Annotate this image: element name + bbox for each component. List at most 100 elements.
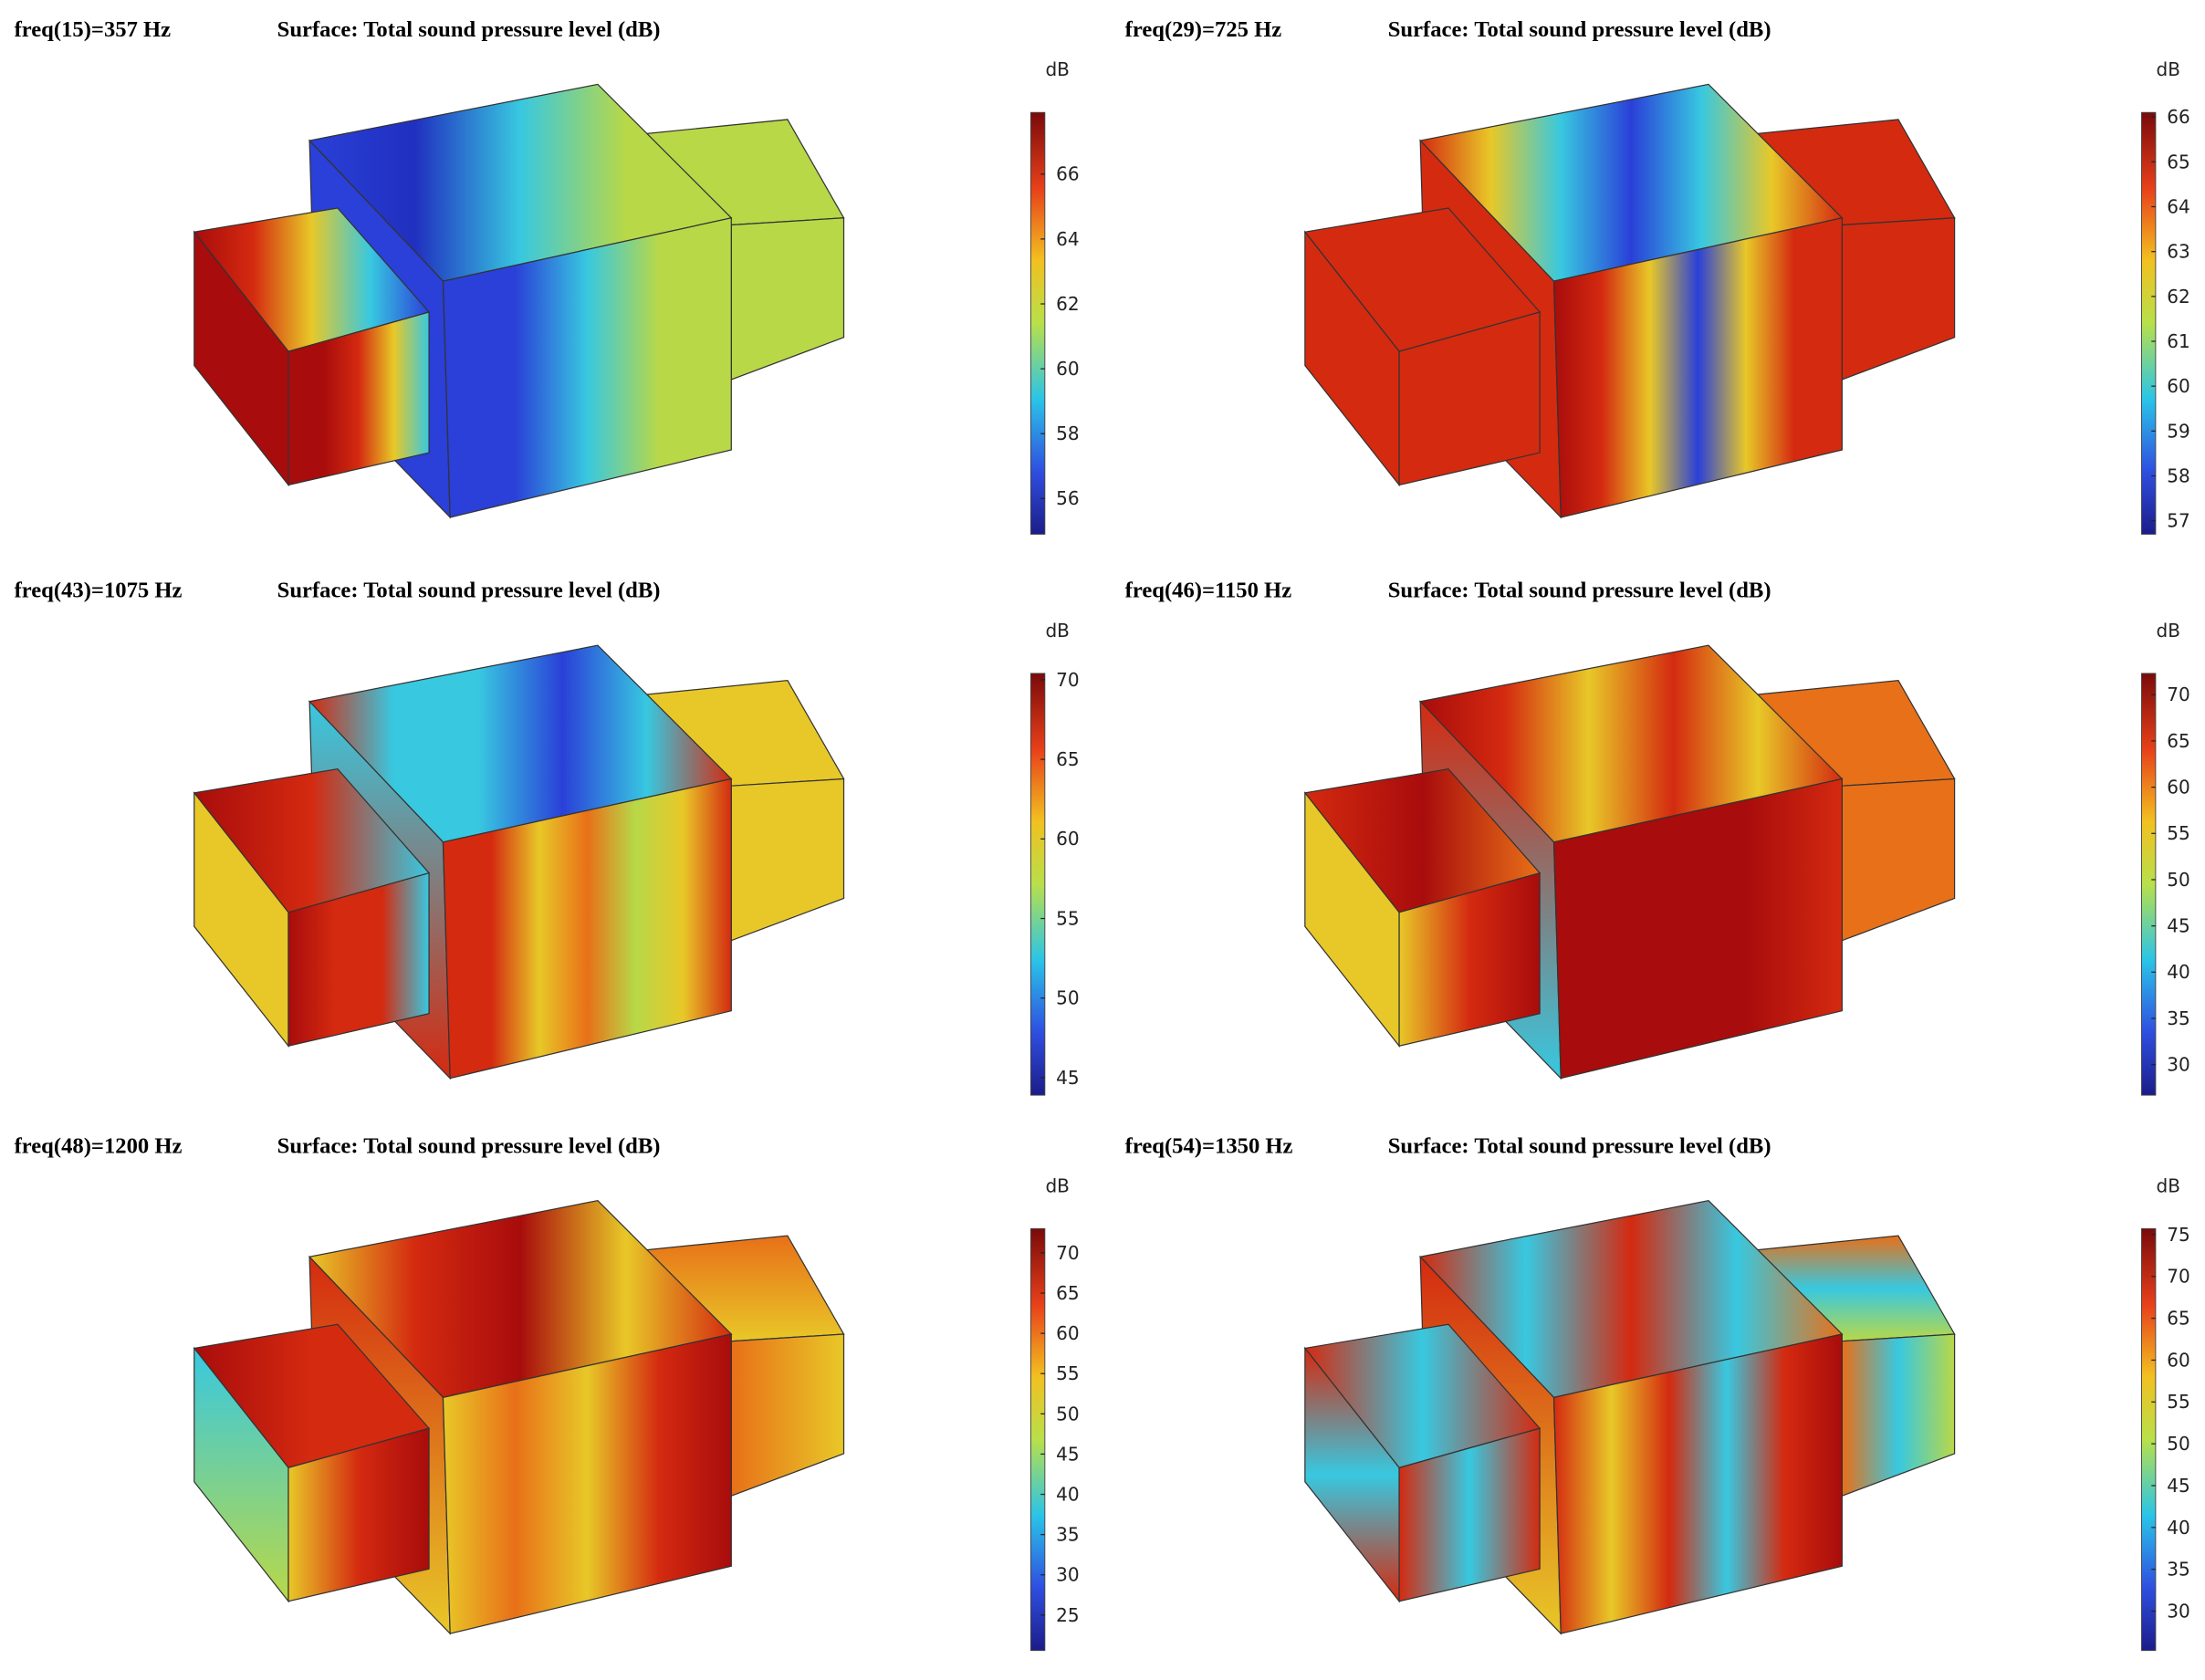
right-box-front [730, 217, 845, 381]
colorbar-tick-label: 55 [1056, 1362, 1079, 1384]
colorbar-unit: dB [1045, 1174, 1069, 1196]
colorbar-tick-label: 65 [2167, 730, 2189, 752]
colorbar-tick-label: 66 [1056, 163, 1079, 185]
colorbar-tick-label: 45 [2167, 1475, 2189, 1497]
colorbar-tick-label: 45 [1056, 1067, 1079, 1089]
colorbar-tick-label: 60 [2167, 1349, 2189, 1371]
colorbar [1029, 111, 1046, 535]
big-box-front [442, 777, 732, 1080]
colorbar-tick-label: 65 [2167, 1308, 2189, 1330]
right-box-front [1841, 217, 1956, 381]
colorbar-tick-label: 70 [2167, 683, 2189, 705]
colorbar-tick-label: 65 [1056, 748, 1079, 770]
colorbar-tick-label: 62 [2167, 286, 2189, 308]
plot-title: Surface: Total sound pressure level (dB) [277, 579, 661, 603]
colorbar-tick-label: 70 [1056, 1242, 1079, 1264]
colorbar-tick-label: 55 [1056, 907, 1079, 929]
small-box-front [287, 311, 430, 486]
frequency-label: freq(29)=725 Hz [1125, 17, 1282, 42]
small-box-front [1398, 1427, 1541, 1602]
small-box-front [1398, 871, 1541, 1047]
colorbar-tick-label: 61 [2167, 330, 2189, 352]
frequency-label: freq(43)=1075 Hz [15, 579, 183, 603]
big-box-front [442, 217, 732, 518]
plot-title: Surface: Total sound pressure level (dB) [1388, 579, 1771, 603]
colorbar-tick-label: 63 [2167, 241, 2189, 263]
frequency-label: freq(15)=357 Hz [15, 17, 172, 42]
colorbar [1029, 1228, 1046, 1652]
colorbar-tick-label: 50 [2167, 869, 2189, 891]
colorbar-tick-label: 66 [2167, 106, 2189, 128]
colorbar-tick-label: 58 [2167, 464, 2189, 486]
colorbar-unit: dB [2157, 58, 2180, 80]
frequency-label: freq(46)=1150 Hz [1125, 579, 1292, 603]
colorbar-tick-label: 70 [1056, 669, 1079, 691]
colorbar-unit: dB [2157, 1174, 2180, 1196]
panel: freq(15)=357 Hz Surface: Total sound pres… [15, 17, 1080, 535]
colorbar-tick-label: 30 [1056, 1564, 1079, 1586]
frequency-label: freq(48)=1200 Hz [15, 1133, 183, 1158]
colorbar-tick-label: 62 [1056, 293, 1079, 315]
colorbar-tick-label: 64 [2167, 195, 2189, 217]
colorbar-unit: dB [1045, 58, 1069, 80]
colorbar-tick-label: 55 [2167, 1391, 2189, 1413]
colorbar-tick-label: 45 [2167, 915, 2189, 937]
panel: freq(48)=1200 Hz Surface: Total sound pre… [15, 1133, 1080, 1652]
colorbar-tick-label: 60 [1056, 1322, 1079, 1344]
plot-title: Surface: Total sound pressure level (dB) [277, 17, 661, 42]
colorbar-tick-label: 50 [1056, 987, 1079, 1009]
colorbar-unit: dB [2157, 620, 2180, 642]
colorbar [1029, 673, 1046, 1096]
panel: freq(43)=1075 Hz Surface: Total sound pre… [15, 579, 1080, 1096]
colorbar-tick-label: 40 [1056, 1483, 1079, 1505]
big-box-front [1552, 217, 1843, 518]
colorbar-tick-label: 40 [2167, 961, 2189, 983]
colorbar-tick-label: 35 [2167, 1559, 2189, 1581]
right-box-front [730, 1333, 845, 1497]
colorbar-tick-label: 50 [1056, 1403, 1079, 1424]
colorbar-tick-label: 70 [2167, 1266, 2189, 1288]
big-box-front [1552, 777, 1843, 1080]
colorbar-tick-label: 60 [1056, 828, 1079, 850]
colorbar-tick-label: 25 [1056, 1604, 1079, 1626]
colorbar-tick-label: 35 [2167, 1007, 2189, 1029]
colorbar-tick-label: 55 [2167, 822, 2189, 844]
colorbar-tick-label: 40 [2167, 1517, 2189, 1539]
colorbar-tick-label: 58 [1056, 423, 1079, 444]
right-box-front [1841, 777, 1956, 942]
small-box-front [287, 871, 430, 1047]
plot-title: Surface: Total sound pressure level (dB) [277, 1133, 661, 1158]
colorbar [2141, 1228, 2157, 1652]
panel: freq(54)=1350 Hz Surface: Total sound pre… [1125, 1133, 2190, 1652]
colorbar-tick-label: 30 [2167, 1054, 2189, 1076]
colorbar-unit: dB [1045, 620, 1069, 642]
colorbar-tick-label: 60 [2167, 777, 2189, 798]
colorbar-tick-label: 59 [2167, 420, 2189, 442]
panel: freq(29)=725 Hz Surface: Total sound pres… [1125, 17, 2190, 535]
colorbar-tick-label: 35 [1056, 1524, 1079, 1546]
big-box-front [442, 1333, 732, 1634]
colorbar-tick-label: 60 [2167, 375, 2189, 397]
colorbar [2141, 111, 2157, 535]
colorbar-tick-label: 75 [2167, 1224, 2189, 1246]
small-box-front [1398, 311, 1541, 486]
right-box-front [1841, 1333, 1956, 1497]
colorbar-tick-label: 45 [1056, 1443, 1079, 1465]
colorbar-tick-label: 50 [2167, 1433, 2189, 1455]
colorbar-tick-label: 57 [2167, 510, 2189, 532]
colorbar-tick-label: 64 [1056, 228, 1079, 250]
plot-title: Surface: Total sound pressure level (dB) [1388, 17, 1771, 42]
colorbar-tick-label: 65 [1056, 1282, 1079, 1304]
small-box-front [287, 1427, 430, 1602]
plot-title: Surface: Total sound pressure level (dB) [1388, 1133, 1771, 1158]
colorbar-tick-label: 60 [1056, 358, 1079, 380]
colorbar [2141, 673, 2157, 1096]
colorbar-tick-label: 65 [2167, 151, 2189, 172]
big-box-front [1552, 1333, 1843, 1634]
colorbar-tick-label: 30 [2167, 1600, 2189, 1622]
frequency-label: freq(54)=1350 Hz [1125, 1133, 1293, 1158]
colorbar-tick-label: 56 [1056, 487, 1079, 509]
panel: freq(46)=1150 Hz Surface: Total sound pre… [1125, 579, 2190, 1096]
right-box-front [730, 777, 845, 942]
